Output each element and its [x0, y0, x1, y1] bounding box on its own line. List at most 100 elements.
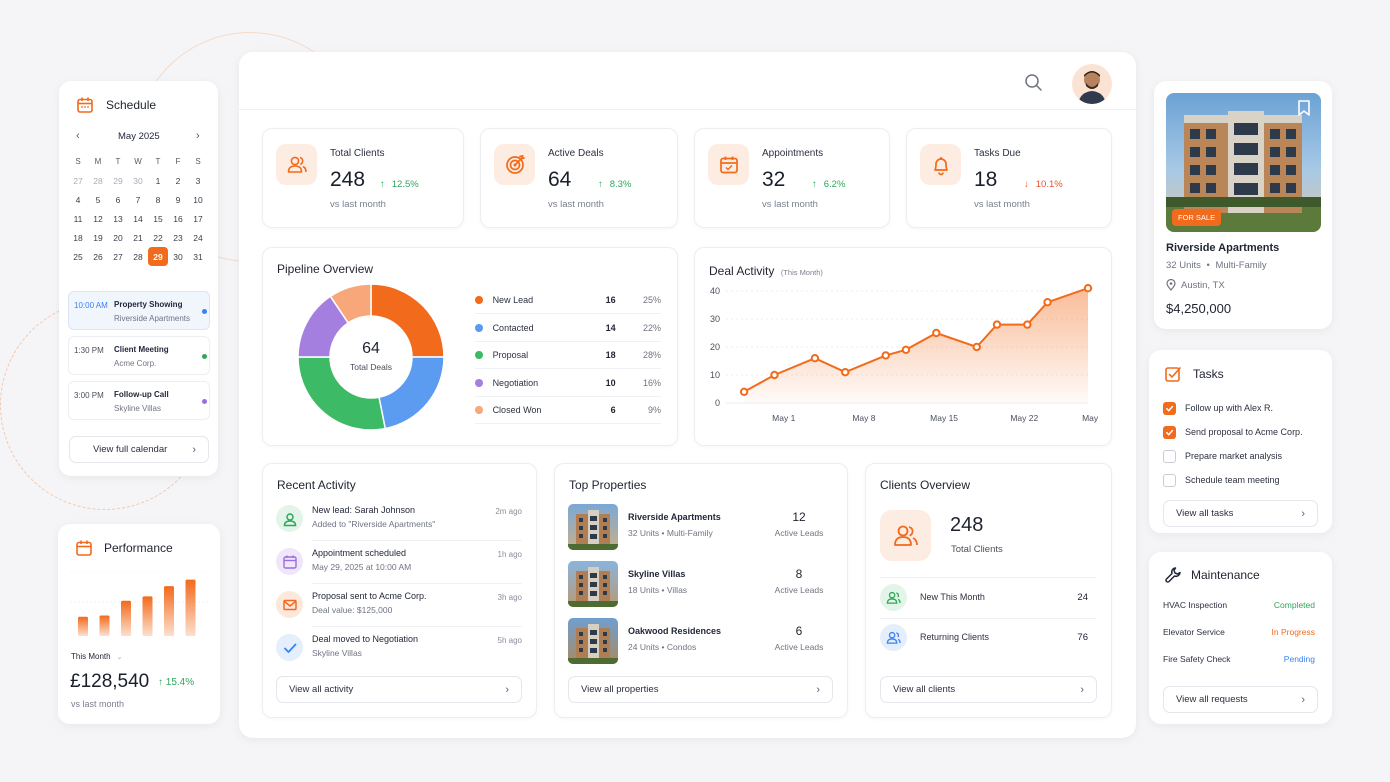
data-point[interactable]: [739, 387, 749, 397]
calendar-day[interactable]: 10: [193, 194, 203, 205]
row-divider: [312, 583, 522, 584]
row-divider: [880, 618, 1096, 619]
calendar-day[interactable]: 22: [153, 232, 163, 243]
data-point[interactable]: [932, 328, 941, 338]
calendar-day[interactable]: 9: [175, 194, 181, 205]
building-icon: [568, 510, 618, 550]
view-full-calendar-button[interactable]: View full calendar ›: [69, 436, 209, 463]
property-row[interactable]: Skyline Villas 18 Units • Villas 8 Active L…: [568, 561, 834, 607]
activity-item[interactable]: New lead: Sarah Johnson Added to "Riversi…: [276, 503, 522, 546]
chevron-right-icon: ›: [1301, 693, 1305, 706]
pipeline-donut-chart: [297, 283, 445, 431]
calendar-day[interactable]: 1: [155, 175, 161, 186]
stat-label: Active Deals: [548, 148, 604, 159]
view-all-clients-button[interactable]: View all clients ›: [880, 676, 1097, 703]
schedule-event[interactable]: 3:00 PM Follow-up Call Skyline Villas: [68, 381, 210, 420]
calendar-day[interactable]: 28: [133, 251, 143, 262]
calendar-day[interactable]: 15: [153, 213, 163, 224]
calendar-day[interactable]: 20: [113, 232, 123, 243]
property-row[interactable]: Oakwood Residences 24 Units • Condos 6 Acti…: [568, 618, 834, 664]
activity-item[interactable]: Deal moved to Negotiation Skyline Villas 5…: [276, 632, 522, 675]
task-label: Prepare market analysis: [1185, 451, 1283, 461]
calendar-day[interactable]: 25: [73, 251, 83, 262]
calendar-day[interactable]: 27: [113, 251, 123, 262]
calendar-day[interactable]: 18: [73, 232, 83, 243]
view-all-clients-label: View all clients: [893, 684, 956, 695]
property-row[interactable]: Riverside Apartments 32 Units • Multi-Fam…: [568, 504, 834, 550]
avatar[interactable]: [1072, 64, 1112, 104]
donut-slice[interactable]: [297, 356, 387, 431]
calendar-day[interactable]: 6: [115, 194, 121, 205]
view-all-activity-button[interactable]: View all activity ›: [276, 676, 522, 703]
x-tick-label: May 1: [772, 413, 795, 423]
prev-month-button[interactable]: ‹: [76, 130, 80, 142]
performance-title: Performance: [104, 541, 173, 555]
view-all-requests-button[interactable]: View all requests ›: [1163, 686, 1318, 713]
property-name: Skyline Villas: [628, 569, 686, 579]
next-month-button[interactable]: ›: [196, 130, 200, 142]
calendar-day[interactable]: 3: [195, 175, 201, 186]
checkbox-checked[interactable]: [1163, 425, 1176, 439]
calendar-day[interactable]: 16: [173, 213, 183, 224]
calendar-day[interactable]: 27: [73, 175, 83, 186]
task-item[interactable]: Schedule team meeting: [1163, 472, 1280, 488]
calendar-day[interactable]: 2: [175, 175, 181, 186]
view-all-properties-button[interactable]: View all properties ›: [568, 676, 833, 703]
checkbox-unchecked[interactable]: [1163, 449, 1176, 463]
data-point[interactable]: [1083, 284, 1093, 293]
calendar-day[interactable]: 30: [133, 175, 143, 186]
data-point[interactable]: [992, 320, 1002, 329]
bookmark-icon[interactable]: [1297, 100, 1311, 116]
checkbox-unchecked[interactable]: [1163, 473, 1176, 487]
donut-slice[interactable]: [329, 283, 372, 324]
calendar-day[interactable]: 23: [173, 232, 183, 243]
calendar-day[interactable]: 29: [113, 175, 123, 186]
task-item[interactable]: Send proposal to Acme Corp.: [1163, 424, 1303, 440]
data-point[interactable]: [881, 351, 890, 360]
data-point[interactable]: [810, 354, 820, 363]
calendar-day[interactable]: 24: [193, 232, 203, 243]
activity-item[interactable]: Proposal sent to Acme Corp. Deal value: $…: [276, 589, 522, 632]
calendar-day[interactable]: 13: [113, 213, 123, 224]
calendar-day[interactable]: 11: [73, 213, 83, 224]
maintenance-header: Maintenance: [1164, 566, 1260, 584]
calendar-day[interactable]: 8: [155, 194, 161, 205]
period-selector[interactable]: This Month ⌄: [71, 652, 122, 661]
maintenance-item[interactable]: Elevator Service In Progress: [1163, 627, 1315, 641]
maintenance-item[interactable]: HVAC Inspection Completed: [1163, 600, 1315, 614]
data-point[interactable]: [1023, 320, 1032, 329]
pipeline-legend-row: Contacted 14 22%: [475, 315, 661, 342]
schedule-event[interactable]: 1:30 PM Client Meeting Acme Corp.: [68, 336, 210, 375]
calendar-day[interactable]: 28: [93, 175, 103, 186]
calendar-day[interactable]: 12: [93, 213, 103, 224]
separator-dot: •: [659, 528, 667, 538]
calendar-icon: [77, 97, 93, 113]
calendar-day-selected[interactable]: 29: [148, 247, 168, 266]
calendar-day[interactable]: 30: [173, 251, 183, 262]
calendar-day[interactable]: 21: [133, 232, 143, 243]
data-point[interactable]: [901, 345, 911, 355]
search-icon[interactable]: [1024, 73, 1043, 92]
data-point[interactable]: [841, 368, 850, 377]
data-point[interactable]: [972, 342, 981, 352]
calendar-day[interactable]: 7: [135, 194, 141, 205]
calendar-day[interactable]: 14: [133, 213, 143, 224]
calendar-day[interactable]: 17: [193, 213, 203, 224]
data-point[interactable]: [1043, 298, 1052, 307]
calendar-day[interactable]: 5: [95, 194, 101, 205]
checkbox-checked[interactable]: [1163, 401, 1176, 415]
check-icon: [1166, 405, 1174, 412]
calendar-day[interactable]: 19: [93, 232, 103, 243]
task-item[interactable]: Prepare market analysis: [1163, 448, 1282, 464]
calendar-day[interactable]: 31: [193, 251, 203, 262]
maintenance-item[interactable]: Fire Safety Check Pending: [1163, 654, 1315, 668]
separator-dot: •: [659, 642, 667, 652]
view-all-tasks-button[interactable]: View all tasks ›: [1163, 500, 1318, 527]
data-point[interactable]: [770, 370, 779, 380]
activity-item[interactable]: Appointment scheduled May 29, 2025 at 10:…: [276, 546, 522, 589]
task-item[interactable]: Follow up with Alex R.: [1163, 400, 1273, 416]
schedule-event[interactable]: 10:00 AM Property Showing Riverside Apartm…: [68, 291, 210, 330]
property-units: 32 Units: [628, 528, 660, 538]
calendar-day[interactable]: 26: [93, 251, 103, 262]
calendar-day[interactable]: 4: [75, 194, 81, 205]
